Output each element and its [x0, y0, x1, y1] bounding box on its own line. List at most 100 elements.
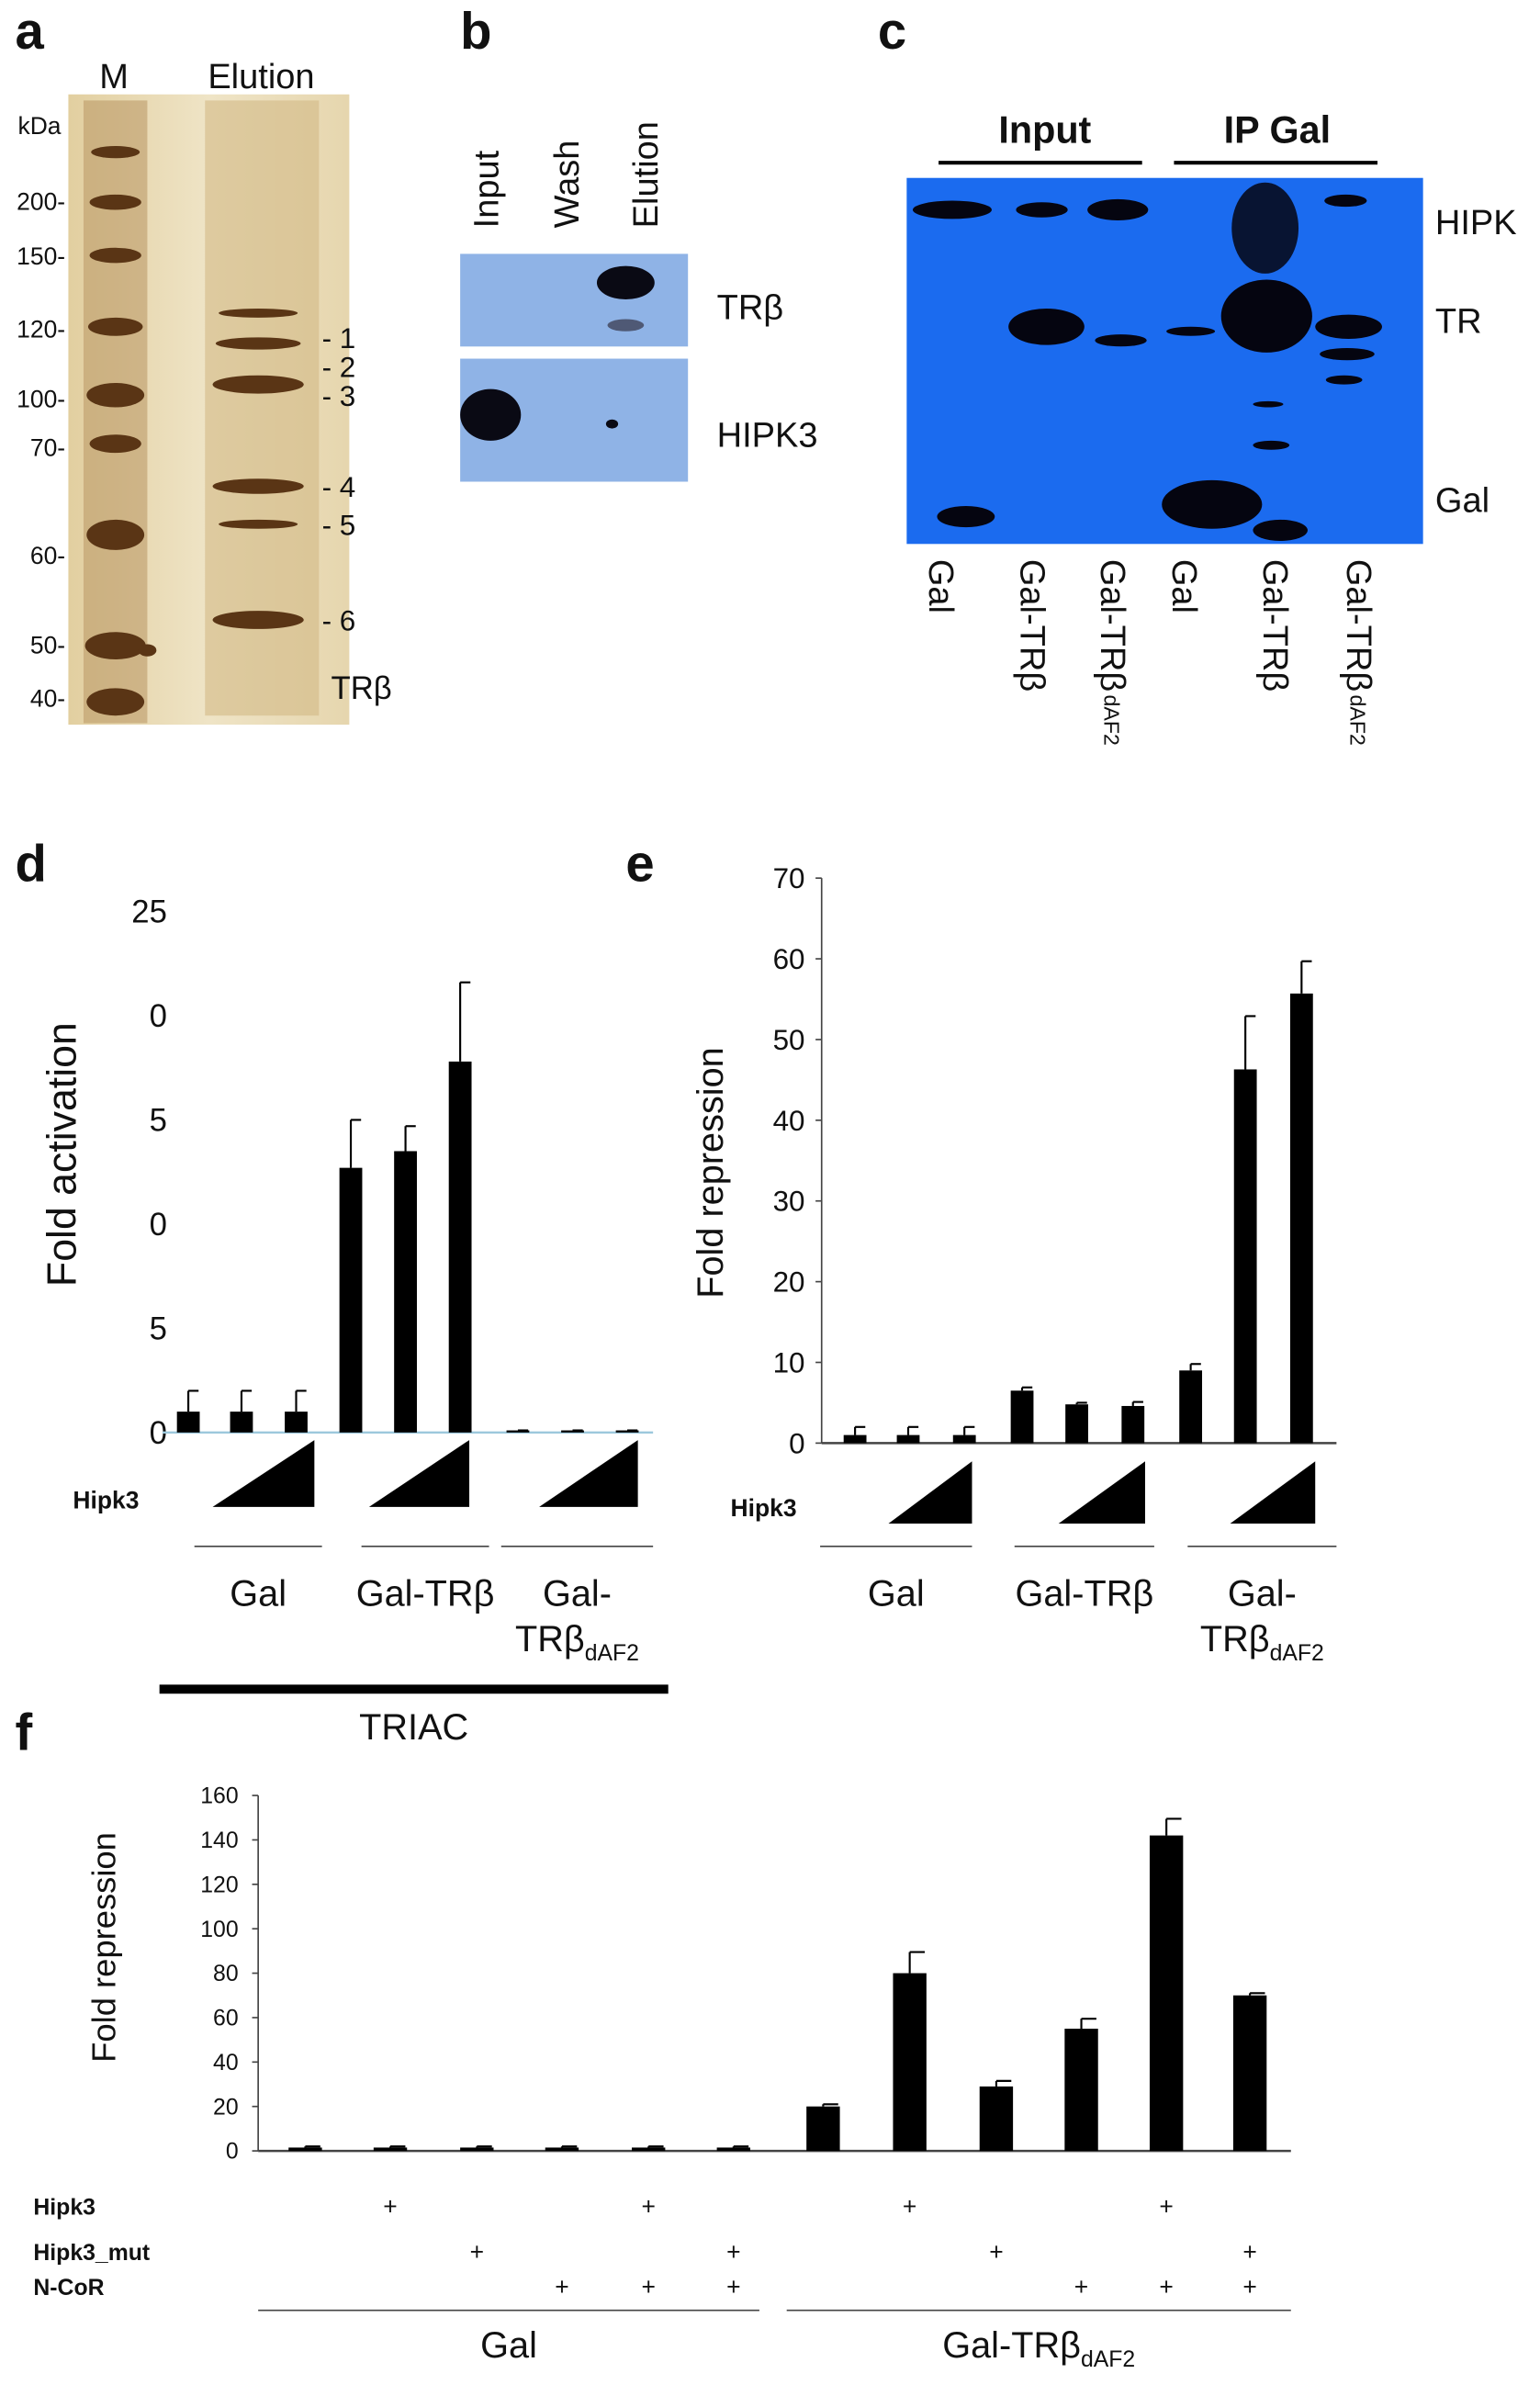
bar [893, 1973, 927, 2152]
condition-mark: + [1159, 2193, 1173, 2221]
bar [952, 1434, 976, 1444]
panel-letter: e [625, 834, 654, 892]
y-axis-label: Fold activation [40, 1022, 85, 1287]
panel-letter: b [460, 2, 491, 60]
unit-label: kDa [17, 112, 61, 140]
group-label: TRβ [515, 1619, 585, 1659]
factor-label: Hipk3 [73, 1487, 139, 1514]
y-tick-label: 25 [131, 895, 167, 930]
bar [506, 1430, 530, 1433]
condition-label: N-CoR [33, 2276, 104, 2301]
marker-label: 150- [17, 242, 65, 270]
protein-label: TRβ [332, 671, 392, 706]
marker-label: 200- [17, 187, 65, 215]
y-tick-label: 5 [150, 1104, 167, 1139]
group-subscript: dAF2 [1081, 2347, 1135, 2372]
blot-label: HIPK [1435, 204, 1517, 242]
group-label: Gal-TRβ [1015, 1573, 1153, 1614]
lane-label: Elution [208, 58, 314, 96]
bar [615, 1430, 639, 1433]
y-tick-label: 140 [200, 1828, 238, 1853]
panel-letter: c [878, 2, 906, 60]
group-label: IP Gal [1224, 109, 1331, 152]
dose-triangle [1058, 1461, 1145, 1524]
y-tick-label: 0 [150, 1208, 167, 1243]
lane-label: Input [467, 150, 506, 228]
band-label: - 2 [322, 351, 356, 383]
group-label: Gal-TRβ [356, 1573, 495, 1614]
y-axis-label: Fold repression [85, 1832, 123, 2063]
treatment-label: TRIAC [359, 1707, 468, 1748]
y-tick-label: 10 [773, 1346, 805, 1378]
y-tick-label: 40 [773, 1105, 805, 1137]
y-tick-label: 70 [773, 862, 805, 894]
group-label: Gal- [1228, 1573, 1297, 1614]
condition-label: Hipk3 [33, 2196, 96, 2221]
group-label: Gal [868, 1573, 925, 1614]
marker-label: 40- [30, 684, 65, 712]
condition-mark: + [726, 2238, 740, 2266]
y-tick-label: 0 [226, 2140, 239, 2165]
dose-triangle [888, 1461, 972, 1524]
bar [460, 2147, 494, 2152]
bar [896, 1434, 920, 1444]
lane-label: Gal [1164, 559, 1203, 613]
silver-gel [68, 94, 350, 726]
condition-mark: + [726, 2273, 740, 2301]
condition-label: Hipk3_mut [33, 2241, 150, 2266]
bar [632, 2147, 666, 2152]
condition-mark: + [383, 2193, 397, 2221]
band-label: - 3 [322, 380, 356, 412]
bar [545, 2147, 579, 2152]
bar [806, 2106, 840, 2152]
band-label: - 1 [322, 322, 356, 354]
group-subscript: dAF2 [585, 1641, 639, 1666]
bar [1121, 1405, 1145, 1444]
bar [1289, 993, 1313, 1444]
condition-mark: + [641, 2193, 655, 2221]
bar [288, 2147, 322, 2152]
condition-mark: + [470, 2238, 484, 2266]
bar [176, 1412, 200, 1433]
y-tick-label: 160 [200, 1784, 238, 1809]
y-tick-label: 20 [773, 1266, 805, 1299]
condition-mark: + [641, 2273, 655, 2301]
y-axis-label: Fold repression [691, 1047, 731, 1299]
dose-triangle [368, 1440, 470, 1507]
y-tick-label: 30 [773, 1186, 805, 1218]
blot-label: TR [1435, 302, 1482, 341]
band-label: - 6 [322, 605, 356, 637]
dose-triangle [1230, 1461, 1316, 1524]
panel-letter: f [16, 1703, 33, 1761]
blot-label: HIPK3 [717, 416, 818, 455]
bar [1233, 1069, 1257, 1444]
group-label: Input [998, 109, 1091, 152]
panel-letter: a [16, 2, 45, 60]
y-tick-label: 0 [150, 999, 167, 1034]
western-blot [460, 253, 689, 482]
marker-label: 50- [30, 631, 65, 658]
y-tick-label: 20 [213, 2095, 239, 2120]
bar [230, 1412, 253, 1433]
ip-blot [906, 177, 1423, 545]
lane-subscript: dAF2 [1099, 695, 1123, 746]
bar [1064, 2029, 1098, 2152]
condition-mark: + [555, 2273, 568, 2301]
lane-label: Gal-TRβ [1339, 559, 1377, 692]
group-label: Gal- [543, 1573, 612, 1614]
group-label: Gal [230, 1573, 287, 1614]
lane-label: Gal [921, 559, 960, 613]
bar [448, 1061, 472, 1433]
y-tick-label: 80 [213, 1962, 239, 1986]
condition-mark: + [989, 2238, 1003, 2266]
marker-label: 60- [30, 542, 65, 569]
dose-triangle [212, 1440, 315, 1507]
group-label: TRβ [1200, 1619, 1270, 1659]
bar [339, 1167, 363, 1433]
bar [561, 1430, 584, 1433]
blot-label: Gal [1435, 482, 1489, 521]
condition-mark: + [1074, 2273, 1088, 2301]
y-tick-label: 40 [213, 2051, 239, 2076]
y-tick-label: 5 [150, 1312, 167, 1347]
